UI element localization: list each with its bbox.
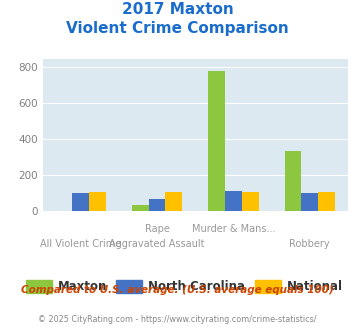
Text: Violent Crime Comparison: Violent Crime Comparison xyxy=(66,21,289,36)
Bar xyxy=(242,192,258,211)
Bar xyxy=(318,192,335,211)
Bar xyxy=(132,205,149,211)
Bar xyxy=(89,192,106,211)
Text: © 2025 CityRating.com - https://www.cityrating.com/crime-statistics/: © 2025 CityRating.com - https://www.city… xyxy=(38,315,317,324)
Bar xyxy=(165,192,182,211)
Text: Compared to U.S. average. (U.S. average equals 100): Compared to U.S. average. (U.S. average … xyxy=(21,285,334,295)
Bar xyxy=(72,193,89,211)
Bar xyxy=(149,199,165,211)
Text: All Violent Crime: All Violent Crime xyxy=(40,239,121,249)
Text: 2017 Maxton: 2017 Maxton xyxy=(122,2,233,16)
Bar xyxy=(301,193,318,211)
Bar xyxy=(285,151,301,211)
Text: Murder & Mans...: Murder & Mans... xyxy=(192,224,275,234)
Legend: Maxton, North Carolina, National: Maxton, North Carolina, National xyxy=(21,275,347,298)
Bar xyxy=(208,71,225,211)
Text: Aggravated Assault: Aggravated Assault xyxy=(109,239,205,249)
Text: Robbery: Robbery xyxy=(289,239,330,249)
Text: Rape: Rape xyxy=(144,224,170,234)
Bar xyxy=(225,191,242,211)
